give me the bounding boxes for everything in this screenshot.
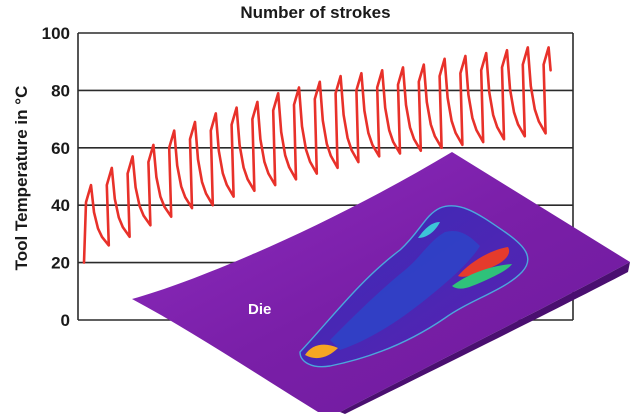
die-underside: [340, 262, 630, 414]
temperature-series-line: [82, 46, 552, 264]
y-tick-label: 40: [51, 196, 70, 215]
die-cavity-inner: [330, 230, 480, 350]
die-label: Die: [248, 301, 272, 318]
y-tick-labels: 0 20 40 60 80 100: [42, 24, 70, 330]
die-edge-highlight: [299, 205, 529, 368]
y-axis-label: Tool Temperature in °C: [12, 85, 31, 271]
y-tick-label: 100: [42, 24, 70, 43]
y-tick-label: 60: [51, 139, 70, 158]
die-warm-rim-2: [418, 222, 440, 238]
series-group: [82, 46, 552, 264]
y-tick-label: 80: [51, 81, 70, 100]
y-tick-label: 0: [61, 311, 70, 330]
die-image: [132, 152, 630, 414]
chart-title: Number of strokes: [240, 3, 391, 22]
die-warm-rim: [452, 264, 512, 289]
die-hot-rim: [305, 344, 338, 359]
die-hot-rim-2: [458, 247, 510, 277]
y-tick-label: 20: [51, 254, 70, 273]
